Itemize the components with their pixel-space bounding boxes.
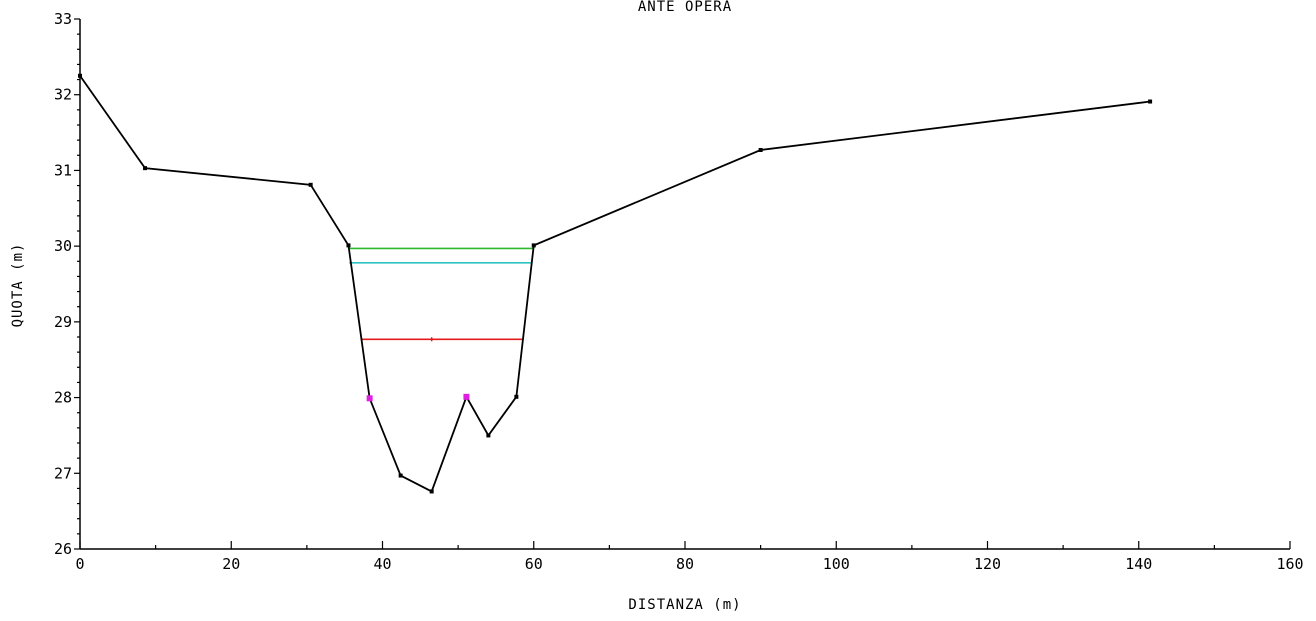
y-tick-label: 33 — [54, 10, 72, 28]
x-tick-label: 160 — [1276, 555, 1303, 573]
axes — [79, 19, 1290, 550]
profile-point — [398, 473, 403, 478]
profile-point — [514, 394, 519, 399]
x-tick-label: 20 — [222, 555, 240, 573]
x-tick-label: 40 — [373, 555, 391, 573]
chart-title: ANTE OPERA — [638, 0, 732, 15]
profile-point — [429, 489, 434, 494]
profile-point — [143, 166, 148, 171]
profile-point — [758, 147, 763, 152]
ticks: 0 20 40 60 80 100 120 140 160 26 27 28 29 30 31 32 33 — [54, 10, 1304, 573]
y-tick-label: 31 — [54, 161, 72, 179]
x-tick-label: 0 — [75, 555, 84, 573]
profile-point — [308, 182, 313, 187]
bank-marker — [366, 395, 373, 402]
x-tick-label: 120 — [974, 555, 1001, 573]
series — [78, 73, 1153, 494]
water-levels — [348, 247, 534, 342]
profile-line — [79, 75, 1151, 493]
bank-marker — [463, 393, 470, 400]
y-tick-label: 30 — [54, 237, 72, 255]
profile-point — [486, 433, 491, 438]
profile-point — [346, 243, 351, 248]
x-tick-label: 140 — [1125, 555, 1152, 573]
y-tick-label: 32 — [54, 86, 72, 104]
y-tick-label: 28 — [54, 389, 72, 407]
x-axis-title: DISTANZA (m) — [628, 597, 741, 613]
bank-markers — [366, 393, 470, 402]
y-tick-label: 27 — [54, 464, 72, 482]
profile-point — [1148, 99, 1153, 104]
y-tick-label: 26 — [54, 540, 72, 558]
profile-point — [531, 243, 536, 248]
profile-point — [78, 73, 82, 78]
x-tick-label: 80 — [676, 555, 694, 573]
x-tick-label: 60 — [525, 555, 543, 573]
x-tick-label: 100 — [823, 555, 850, 573]
y-tick-label: 29 — [54, 313, 72, 331]
y-axis-title: QUOTA (m) — [10, 243, 26, 328]
